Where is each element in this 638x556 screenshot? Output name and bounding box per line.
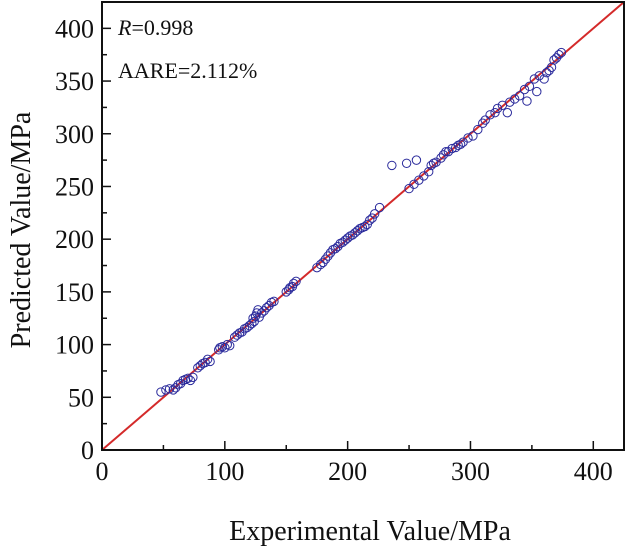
r-value: =0.998 [131,15,193,40]
data-point [195,360,205,371]
data-point [438,150,449,160]
data-point [455,139,466,150]
data-point [519,84,530,95]
y-tick-label: 200 [55,225,94,254]
data-point [225,340,235,351]
data-point [502,107,513,118]
data-point [441,146,451,157]
data-point [360,221,370,232]
data-point [288,278,299,289]
data-point [269,296,279,307]
data-point [185,375,196,386]
data-point [544,65,554,76]
data-point [473,124,483,135]
plot-frame [101,1,625,451]
data-point [220,343,230,353]
data-point [320,254,331,264]
data-point [247,318,257,329]
data-point [478,118,488,128]
data-point [485,110,495,120]
y-tick-label: 50 [68,383,94,412]
data-point [436,153,446,163]
data-point [318,257,328,268]
data-point [323,251,333,261]
y-tick-label: 350 [55,67,94,96]
data-point [330,243,341,254]
y-tick-label: 300 [55,120,94,149]
data-point [256,308,267,318]
x-tick-label: 0 [96,457,109,486]
data-point [401,158,412,168]
data-point [315,259,326,270]
data-point [411,155,422,165]
data-point [514,91,525,101]
data-point [232,330,242,340]
data-point [554,50,564,60]
data-point [426,160,436,171]
data-point [539,74,549,84]
data-point [524,81,535,92]
y-tick-label: 100 [55,331,94,360]
data-point [369,209,380,219]
data-point [156,387,166,397]
data-point [205,356,215,367]
x-axis-title: Experimental Value/MPa [229,516,511,547]
data-point [188,372,198,382]
data-point [509,94,520,104]
data-point [161,385,171,395]
x-tick-label: 100 [205,457,244,486]
data-point [529,74,540,84]
data-point [424,167,434,177]
y-axis-title: Predicted Value/MPa [6,111,37,348]
data-point [451,142,461,153]
data-point [468,131,478,141]
r-annotation: R=0.998 [117,15,193,40]
y-tick-label: 150 [55,278,94,307]
data-point [492,103,503,114]
data-point [551,53,562,63]
x-tick-label: 400 [574,457,613,486]
data-point [447,143,457,154]
aare-annotation: AARE=2.112% [118,58,257,83]
data-point [183,373,193,384]
data-point [342,233,353,243]
data-point [164,384,175,394]
y-tick-label: 0 [81,436,94,465]
data-point [556,47,567,58]
data-point [480,115,490,125]
data-point [168,385,178,395]
data-point [259,306,269,316]
data-point [261,302,272,313]
data-point [541,67,552,78]
x-tick-label: 200 [328,457,367,486]
data-point [374,202,385,213]
data-point [202,354,213,365]
data-point [532,86,542,97]
data-point [522,96,532,106]
data-point [549,55,559,65]
data-point [505,97,515,107]
r-symbol: R [117,15,132,40]
data-point [200,357,210,368]
data-point [291,276,301,287]
y-tick-label: 400 [55,14,94,43]
data-point [365,215,375,225]
y-tick-label: 250 [55,172,94,201]
data-point [352,226,363,236]
x-tick-label: 300 [451,457,490,486]
data-point [387,160,397,171]
data-point [463,133,473,143]
